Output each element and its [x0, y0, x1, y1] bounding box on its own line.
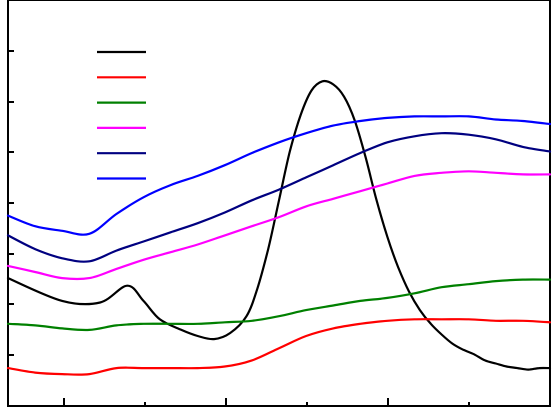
series-line-6	[6, 115, 552, 236]
series-line-1	[6, 79, 552, 371]
series-line-3	[6, 278, 552, 332]
series-line-5	[6, 132, 552, 263]
series-line-4	[6, 170, 552, 281]
series-layer	[6, 79, 552, 376]
x-axis-ticks	[63, 398, 470, 406]
legend	[97, 50, 146, 180]
series-line-2	[6, 318, 552, 376]
y-axis-ticks	[8, 50, 14, 356]
